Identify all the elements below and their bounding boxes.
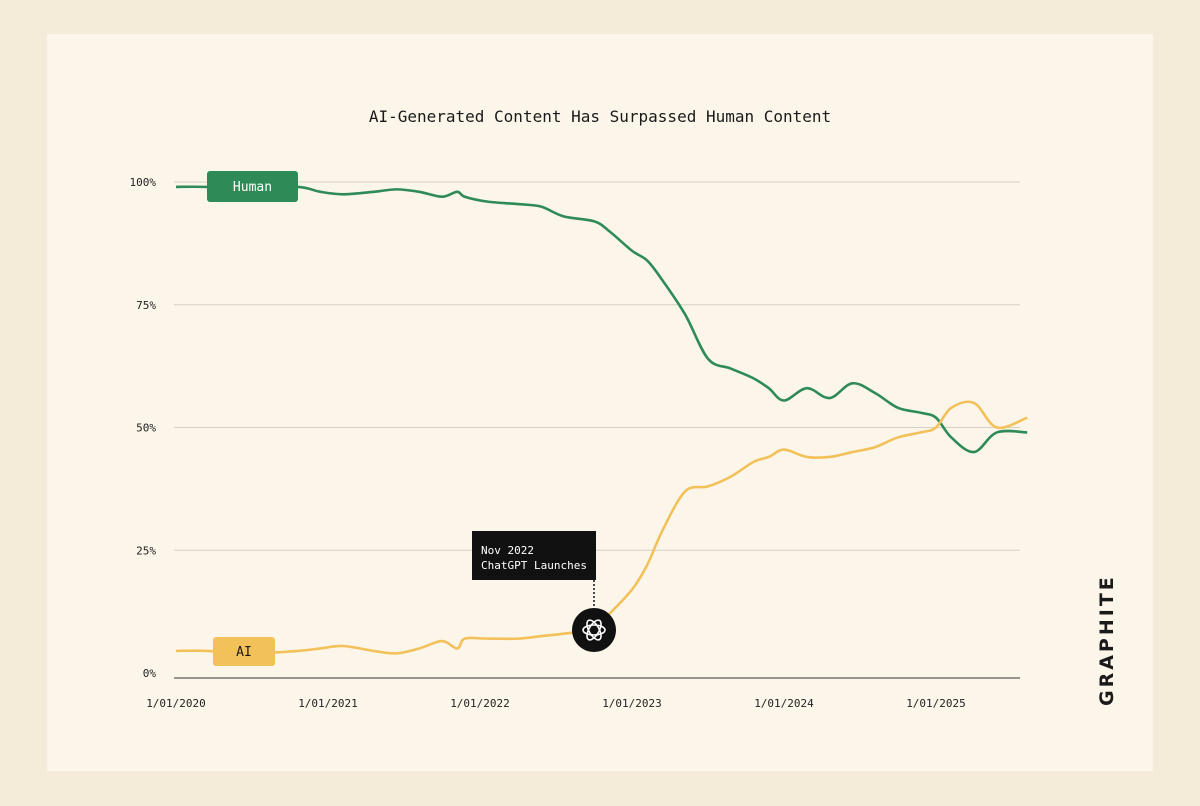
legend-human-badge [207, 171, 298, 202]
x-tick-label: 1/01/2022 [450, 697, 510, 710]
gridlines [174, 181, 1020, 551]
chatgpt-logo-icon [572, 608, 616, 652]
legend-ai: AI [213, 637, 275, 666]
series-line-ai [175, 400, 1028, 655]
x-tick-label: 1/01/2023 [602, 697, 662, 710]
annotation-box [472, 531, 596, 580]
chart-title: AI-Generated Content Has Surpassed Human… [369, 107, 831, 126]
y-tick-label: 50% [136, 422, 156, 435]
chart-card: AI-Generated Content Has Surpassed Human… [47, 34, 1153, 771]
y-tick-label: 25% [136, 544, 156, 557]
x-tick-label: 1/01/2021 [298, 697, 358, 710]
y-tick-label: 100% [130, 176, 157, 189]
y-axis-ticks: 0% 25% 50% 75% 100% [130, 176, 157, 680]
legend-human-label: Human [233, 180, 272, 195]
legend-human: Human [207, 171, 298, 202]
y-tick-label: 75% [136, 299, 156, 312]
chatgpt-annotation: Nov 2022 ChatGPT Launches [472, 531, 616, 652]
x-tick-label: 1/01/2025 [906, 697, 966, 710]
y-tick-label: 0% [143, 667, 157, 680]
series-line-human [175, 185, 1028, 454]
legend-ai-badge [213, 637, 275, 666]
legend-ai-label: AI [236, 645, 252, 660]
annotation-date: Nov 2022 [481, 544, 534, 557]
graphite-logo: GRAPHITE [1096, 574, 1118, 706]
series-lines [175, 185, 1028, 655]
x-tick-label: 1/01/2024 [754, 697, 814, 710]
annotation-text: ChatGPT Launches [481, 559, 587, 572]
x-tick-label: 1/01/2020 [146, 697, 206, 710]
x-axis-ticks: 1/01/2020 1/01/2021 1/01/2022 1/01/2023 1/01… [146, 697, 966, 710]
line-chart: AI-Generated Content Has Surpassed Human… [130, 107, 1119, 710]
